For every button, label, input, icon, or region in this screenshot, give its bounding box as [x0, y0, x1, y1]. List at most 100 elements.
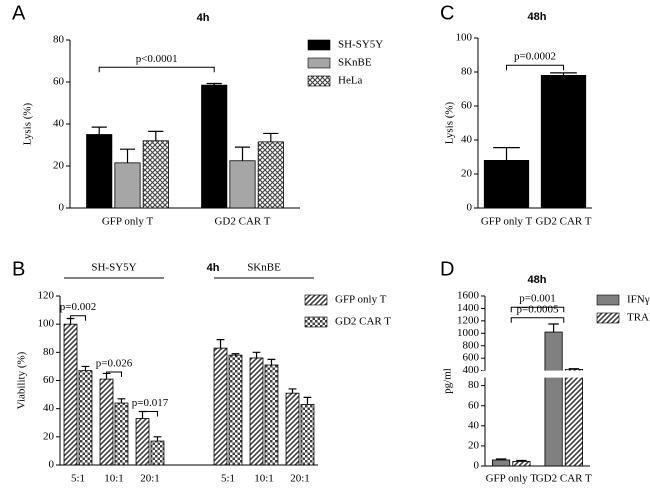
error-bar [81, 365, 90, 371]
y-tick-label: 80 [468, 379, 480, 391]
bar [257, 141, 284, 209]
y-tick-label: 40 [468, 419, 480, 431]
bar [229, 160, 256, 209]
axis-break [482, 370, 593, 378]
error-bar [252, 351, 261, 358]
legend-label: IFNγ [627, 294, 650, 306]
error-bar [303, 396, 312, 405]
y-tick-label: 40 [53, 118, 65, 130]
x-tick-label: 10:1 [254, 473, 274, 485]
bar [78, 370, 93, 466]
y-tick-label: 20 [468, 439, 480, 451]
bar [540, 75, 587, 209]
chart-title: 4h [197, 12, 210, 24]
bar [492, 459, 511, 467]
bar [142, 140, 169, 209]
y-tick-label: 60 [53, 76, 65, 88]
y-tick-label: 0 [59, 202, 65, 214]
significance-bracket [142, 410, 158, 417]
legend-swatch [307, 39, 331, 51]
y-tick-label: 60 [468, 399, 480, 411]
y-tick-label: 20 [53, 160, 65, 172]
significance-label: p=0.0005 [517, 303, 559, 315]
y-tick-label: 1600 [457, 290, 480, 302]
legend-swatch [304, 294, 328, 306]
y-tick-label: 60 [461, 100, 473, 112]
significance-bracket [106, 371, 122, 378]
y-tick-label: 80 [53, 34, 65, 46]
x-tick-label: GFP only T [486, 473, 538, 485]
significance-bracket [70, 315, 86, 321]
group-label: SH-SY5Y [91, 262, 136, 274]
y-tick-label: 60 [43, 374, 55, 386]
bar [285, 392, 300, 466]
error-bar [216, 339, 225, 349]
chart-panel: C 48h Lysis (%) 0 20 40 60 80 100 GFP only T GD2 C… [440, 2, 592, 228]
legend-swatch [596, 312, 620, 324]
y-tick-label: 20 [461, 168, 473, 180]
y-tick-label: 100 [456, 32, 473, 44]
x-tick-label: GD2 CAR T [536, 473, 592, 485]
panel-label: C [440, 2, 454, 24]
bar [483, 159, 530, 209]
significance-label: p<0.0001 [136, 53, 178, 65]
y-tick-label: 120 [38, 290, 55, 302]
bar [213, 347, 228, 466]
error-bar [550, 72, 577, 76]
bar [544, 331, 563, 467]
x-tick-label: 5:1 [221, 473, 235, 485]
significance-bracket [510, 306, 565, 313]
bar [150, 440, 165, 466]
y-tick-label: 400 [463, 364, 480, 376]
panel-label: D [440, 258, 454, 280]
x-tick-label: 20:1 [140, 473, 160, 485]
bar [564, 368, 583, 467]
bar [63, 323, 78, 466]
y-axis-label: pg/ml [442, 368, 454, 394]
significance-bracket [510, 317, 565, 323]
x-tick-label: GD2 CAR T [214, 216, 270, 228]
error-bar [493, 147, 520, 161]
panel-label: B [12, 258, 25, 280]
x-tick-label: 20:1 [290, 473, 310, 485]
error-bar [153, 436, 162, 442]
y-tick-label: 600 [463, 352, 480, 364]
legend-swatch [307, 75, 331, 87]
y-tick-label: 1200 [457, 314, 480, 326]
y-tick-label: 100 [38, 318, 55, 330]
bar [228, 354, 243, 466]
error-bar [148, 130, 164, 141]
x-tick-label: GD2 CAR T [535, 216, 591, 228]
legend-swatch [596, 294, 620, 306]
y-tick-label: 0 [467, 202, 473, 214]
y-tick-label: 40 [43, 402, 55, 414]
bar [249, 357, 264, 466]
error-bar [548, 323, 559, 333]
error-bar [263, 132, 279, 142]
y-tick-label: 0 [49, 459, 55, 471]
error-bar [234, 146, 251, 161]
panel-label: A [12, 2, 26, 24]
group-label: SKnBE [247, 262, 281, 274]
y-axis-label: Lysis (%) [444, 101, 456, 144]
y-axis-label: Viability (%) [16, 351, 28, 409]
significance-bracket [506, 64, 564, 71]
error-bar [516, 459, 527, 462]
bar [512, 461, 531, 467]
bar [86, 134, 113, 209]
legend-label: GD2 CAR T [335, 316, 391, 328]
bar [99, 378, 114, 466]
y-tick-label: 1400 [457, 302, 480, 314]
x-tick-label: 10:1 [104, 473, 124, 485]
y-tick-label: 800 [463, 339, 480, 351]
significance-label: p=0.002 [60, 301, 96, 313]
error-bar [231, 353, 240, 356]
legend-label: SH-SY5Y [338, 39, 383, 51]
chart-title: 48h [528, 11, 547, 23]
legend-label: HeLa [338, 75, 363, 87]
bar [135, 418, 150, 466]
y-tick-label: 80 [43, 346, 55, 358]
y-tick-label: 40 [461, 134, 473, 146]
legend-swatch [307, 57, 331, 69]
